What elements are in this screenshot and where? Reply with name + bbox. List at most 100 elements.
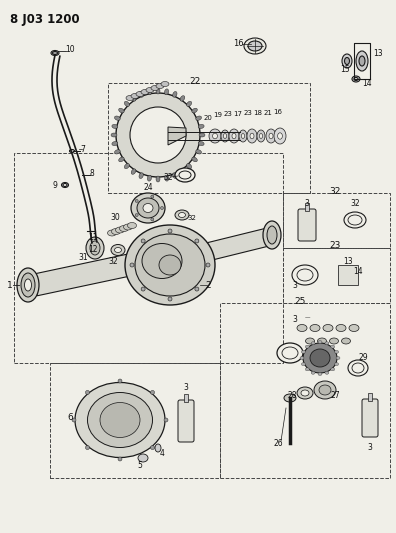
- Ellipse shape: [198, 124, 204, 128]
- Ellipse shape: [135, 214, 138, 216]
- Ellipse shape: [259, 134, 263, 139]
- Ellipse shape: [112, 229, 120, 235]
- Ellipse shape: [329, 338, 339, 344]
- Ellipse shape: [310, 325, 320, 332]
- Bar: [184, 394, 188, 402]
- Ellipse shape: [297, 387, 313, 399]
- Ellipse shape: [278, 133, 282, 139]
- Text: 31: 31: [78, 254, 88, 262]
- Ellipse shape: [131, 169, 136, 174]
- Ellipse shape: [142, 244, 182, 279]
- Ellipse shape: [311, 342, 315, 345]
- Ellipse shape: [354, 77, 358, 80]
- Ellipse shape: [325, 372, 329, 374]
- Ellipse shape: [187, 164, 192, 168]
- Ellipse shape: [88, 240, 95, 246]
- Text: 3: 3: [293, 314, 297, 324]
- Ellipse shape: [88, 392, 152, 448]
- Ellipse shape: [229, 129, 239, 143]
- Ellipse shape: [175, 168, 195, 182]
- Ellipse shape: [131, 96, 136, 101]
- Ellipse shape: [303, 343, 337, 373]
- Bar: [368, 393, 372, 401]
- Ellipse shape: [173, 173, 177, 179]
- Ellipse shape: [300, 357, 304, 359]
- Ellipse shape: [247, 129, 257, 143]
- Ellipse shape: [137, 198, 159, 218]
- Ellipse shape: [335, 362, 339, 366]
- Text: 7: 7: [80, 144, 86, 154]
- Ellipse shape: [301, 362, 305, 366]
- Ellipse shape: [112, 124, 118, 128]
- Ellipse shape: [25, 279, 32, 291]
- Ellipse shape: [138, 454, 148, 462]
- Text: —: —: [305, 316, 310, 320]
- Ellipse shape: [61, 182, 69, 188]
- FancyBboxPatch shape: [298, 209, 316, 241]
- Ellipse shape: [156, 176, 160, 182]
- Text: 32: 32: [350, 198, 360, 207]
- Text: 18: 18: [253, 110, 263, 116]
- Ellipse shape: [131, 93, 139, 99]
- Bar: [220, 303, 390, 478]
- Ellipse shape: [75, 383, 165, 457]
- Ellipse shape: [232, 133, 236, 139]
- Ellipse shape: [244, 38, 266, 54]
- Text: 32: 32: [188, 215, 196, 221]
- Bar: [108, 83, 310, 193]
- Ellipse shape: [136, 92, 144, 96]
- Polygon shape: [168, 127, 186, 145]
- Ellipse shape: [160, 206, 164, 209]
- Ellipse shape: [141, 287, 145, 291]
- Ellipse shape: [164, 175, 169, 181]
- Ellipse shape: [223, 134, 227, 139]
- Text: 29: 29: [358, 353, 368, 362]
- Text: 28: 28: [287, 392, 297, 400]
- Ellipse shape: [198, 142, 204, 146]
- Ellipse shape: [179, 213, 185, 217]
- Ellipse shape: [305, 338, 314, 344]
- Ellipse shape: [250, 133, 254, 139]
- Text: 14: 14: [362, 78, 372, 87]
- Text: 19: 19: [213, 112, 223, 118]
- Ellipse shape: [221, 130, 229, 142]
- Ellipse shape: [86, 391, 89, 394]
- Ellipse shape: [239, 130, 247, 142]
- FancyBboxPatch shape: [178, 400, 194, 442]
- Ellipse shape: [63, 183, 67, 187]
- Ellipse shape: [164, 418, 168, 422]
- Ellipse shape: [196, 116, 202, 120]
- Ellipse shape: [141, 90, 149, 94]
- Ellipse shape: [70, 149, 74, 152]
- Ellipse shape: [89, 241, 93, 245]
- Text: 5: 5: [137, 461, 143, 470]
- Ellipse shape: [90, 241, 100, 255]
- Text: 23: 23: [329, 241, 341, 251]
- Ellipse shape: [318, 373, 322, 376]
- Ellipse shape: [114, 116, 120, 120]
- Ellipse shape: [17, 268, 39, 302]
- Ellipse shape: [126, 95, 134, 101]
- Ellipse shape: [118, 379, 122, 383]
- Ellipse shape: [118, 457, 122, 461]
- Ellipse shape: [120, 225, 128, 231]
- Ellipse shape: [179, 171, 191, 179]
- Ellipse shape: [310, 349, 330, 367]
- Ellipse shape: [318, 341, 322, 343]
- Ellipse shape: [125, 225, 215, 305]
- Ellipse shape: [336, 357, 340, 359]
- Ellipse shape: [314, 381, 336, 399]
- Text: 20: 20: [204, 115, 212, 121]
- Ellipse shape: [107, 230, 116, 236]
- Ellipse shape: [159, 255, 181, 275]
- Text: 4: 4: [160, 448, 164, 457]
- Ellipse shape: [242, 134, 245, 139]
- Text: 32: 32: [329, 187, 341, 196]
- Text: 1: 1: [7, 280, 13, 289]
- Ellipse shape: [130, 263, 134, 267]
- Ellipse shape: [196, 150, 202, 154]
- Ellipse shape: [119, 157, 124, 162]
- Ellipse shape: [199, 133, 205, 137]
- Ellipse shape: [342, 54, 352, 68]
- Ellipse shape: [319, 385, 331, 395]
